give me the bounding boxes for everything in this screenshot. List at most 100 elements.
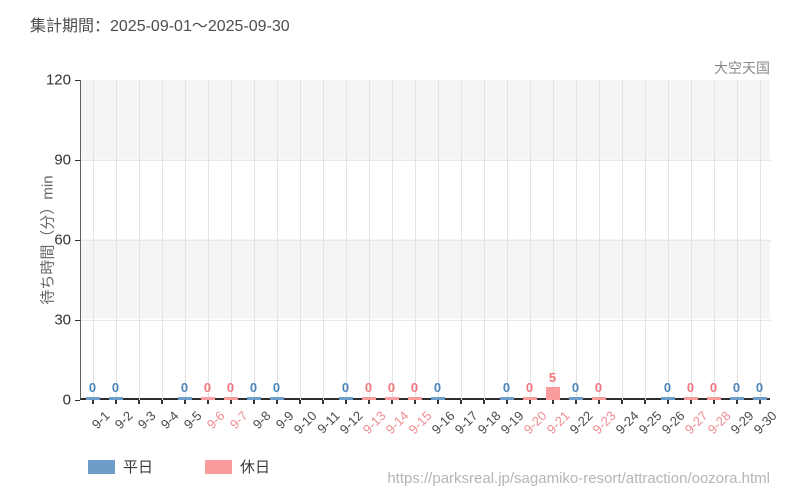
x-gridline — [529, 80, 531, 400]
x-tick-label-9-2: 9-2 — [111, 408, 136, 432]
chart-legend: 平日 休日 — [88, 456, 270, 477]
x-tick-mark — [206, 400, 209, 404]
bar-9-7[interactable] — [223, 397, 238, 400]
x-gridline — [598, 80, 600, 400]
bar-9-21[interactable] — [545, 386, 560, 400]
bar-9-6[interactable] — [200, 397, 215, 400]
bar-9-27[interactable] — [683, 397, 698, 400]
bar-9-16[interactable] — [430, 397, 445, 400]
x-gridline — [713, 80, 715, 400]
bar-9-22[interactable] — [568, 397, 583, 400]
x-gridline — [437, 80, 439, 400]
x-tick-mark — [367, 400, 370, 404]
x-tick-mark — [459, 400, 462, 404]
bar-value-9-7: 0 — [226, 380, 235, 395]
x-gridline — [575, 80, 577, 400]
x-tick-label-9-15: 9-15 — [405, 408, 435, 438]
bar-9-15[interactable] — [407, 397, 422, 400]
x-gridline — [368, 80, 370, 400]
bar-9-5[interactable] — [177, 397, 192, 400]
x-tick-label-9-7: 9-7 — [226, 408, 251, 432]
x-gridline — [460, 80, 462, 400]
weekday-swatch-icon — [88, 459, 115, 474]
y-tick-label-120: 120 — [45, 71, 71, 89]
x-tick-mark — [574, 400, 577, 404]
bar-value-9-29: 0 — [732, 380, 741, 395]
x-tick-mark — [298, 400, 301, 404]
bar-value-9-16: 0 — [433, 380, 442, 395]
x-tick-mark — [321, 400, 324, 404]
x-tick-mark — [91, 400, 94, 404]
x-tick-label-9-14: 9-14 — [382, 408, 412, 438]
x-tick-mark — [275, 400, 278, 404]
plot-area: 9-1 0 9-2 0 9-3 9-4 9-5 0 9-6 0 9-7 0 9-8 0 9-9 0 9-10 9-… — [46, 72, 779, 438]
x-gridline — [276, 80, 278, 400]
x-tick-mark — [436, 400, 439, 404]
bar-9-14[interactable] — [384, 397, 399, 400]
y-tick-mark — [75, 400, 80, 401]
bar-9-9[interactable] — [269, 397, 284, 400]
x-gridline — [161, 80, 163, 400]
bar-9-19[interactable] — [499, 397, 514, 400]
x-gridline — [644, 80, 646, 400]
bar-9-26[interactable] — [660, 397, 675, 400]
y-tick-mark — [75, 320, 80, 321]
x-tick-label-9-17: 9-17 — [451, 408, 481, 438]
x-tick-label-9-6: 9-6 — [203, 408, 228, 432]
x-gridline — [690, 80, 692, 400]
legend-item-weekday[interactable]: 平日 — [88, 456, 153, 477]
bar-value-9-30: 0 — [755, 380, 764, 395]
x-gridline — [92, 80, 94, 400]
x-tick-mark — [689, 400, 692, 404]
x-gridline — [253, 80, 255, 400]
x-gridline — [391, 80, 393, 400]
x-tick-label-9-25: 9-25 — [635, 408, 665, 438]
x-tick-mark — [666, 400, 669, 404]
x-tick-mark — [482, 400, 485, 404]
x-gridline — [115, 80, 117, 400]
legend-item-holiday[interactable]: 休日 — [205, 456, 270, 477]
x-tick-mark — [712, 400, 715, 404]
y-tick-label-30: 30 — [54, 311, 71, 329]
bar-value-9-27: 0 — [686, 380, 695, 395]
bar-9-28[interactable] — [706, 397, 721, 400]
x-tick-mark — [390, 400, 393, 404]
bar-9-2[interactable] — [108, 397, 123, 400]
x-gridline — [483, 80, 485, 400]
x-gridline — [621, 80, 623, 400]
bar-9-12[interactable] — [338, 397, 353, 400]
x-tick-mark — [252, 400, 255, 404]
x-tick-mark — [620, 400, 623, 404]
bar-9-8[interactable] — [246, 397, 261, 400]
bar-9-29[interactable] — [729, 397, 744, 400]
x-tick-mark — [528, 400, 531, 404]
x-tick-mark — [160, 400, 163, 404]
x-tick-mark — [413, 400, 416, 404]
bar-value-9-12: 0 — [341, 380, 350, 395]
x-gridline — [552, 80, 554, 400]
x-tick-mark — [229, 400, 232, 404]
y-tick-mark — [75, 80, 80, 81]
x-gridline — [736, 80, 738, 400]
bar-9-20[interactable] — [522, 397, 537, 400]
bar-9-1[interactable] — [85, 397, 100, 400]
bar-value-9-21: 5 — [548, 369, 557, 385]
bar-value-9-23: 0 — [594, 380, 603, 395]
x-tick-mark — [137, 400, 140, 404]
y-tick-label-60: 60 — [54, 231, 71, 249]
bar-9-30[interactable] — [752, 397, 767, 400]
y-tick-label-90: 90 — [54, 151, 71, 169]
x-tick-label-9-23: 9-23 — [589, 408, 619, 438]
legend-label-weekday: 平日 — [123, 459, 154, 476]
chart-title: 集計期間：2025-09-01～2025-09-30 — [30, 18, 290, 35]
bar-value-9-1: 0 — [88, 380, 97, 395]
x-tick-label-9-30: 9-30 — [750, 408, 780, 438]
bar-value-9-19: 0 — [502, 380, 511, 395]
bar-value-9-22: 0 — [571, 380, 580, 395]
source-url: https://parksreal.jp/sagamiko-resort/att… — [387, 470, 770, 487]
bar-9-13[interactable] — [361, 397, 376, 400]
x-tick-mark — [643, 400, 646, 404]
bar-9-23[interactable] — [591, 397, 606, 400]
y-gridline — [81, 240, 771, 241]
